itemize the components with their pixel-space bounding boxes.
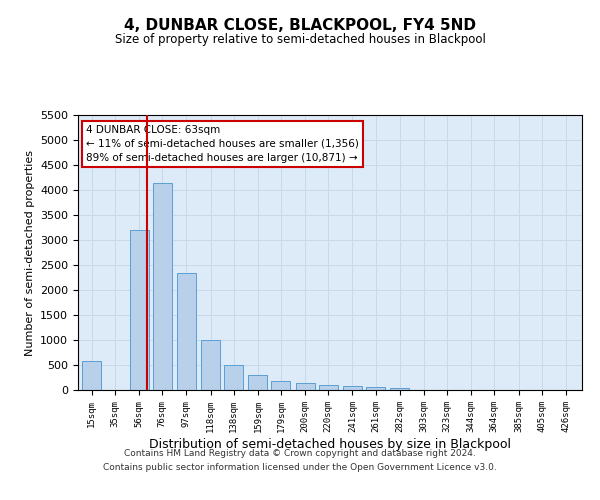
Text: 4 DUNBAR CLOSE: 63sqm
← 11% of semi-detached houses are smaller (1,356)
89% of s: 4 DUNBAR CLOSE: 63sqm ← 11% of semi-deta… (86, 125, 359, 163)
Bar (130, 230, 149, 390)
Y-axis label: Number of semi-detached properties: Number of semi-detached properties (25, 150, 35, 356)
Text: 4, DUNBAR CLOSE, BLACKPOOL, FY4 5ND: 4, DUNBAR CLOSE, BLACKPOOL, FY4 5ND (124, 18, 476, 32)
Bar (248, 375, 268, 390)
Text: Contains HM Land Registry data © Crown copyright and database right 2024.: Contains HM Land Registry data © Crown c… (124, 448, 476, 458)
Text: Size of property relative to semi-detached houses in Blackpool: Size of property relative to semi-detach… (115, 32, 485, 46)
Bar (271, 381, 290, 390)
Bar (152, 182, 172, 390)
Bar (224, 365, 243, 390)
Bar (390, 388, 409, 390)
X-axis label: Distribution of semi-detached houses by size in Blackpool: Distribution of semi-detached houses by … (149, 438, 511, 450)
Bar (201, 340, 220, 390)
Bar (177, 272, 196, 390)
Bar (296, 383, 315, 390)
Bar (343, 386, 362, 390)
Text: Contains public sector information licensed under the Open Government Licence v3: Contains public sector information licen… (103, 464, 497, 472)
Bar (82, 361, 101, 390)
Bar (366, 387, 385, 390)
Bar (319, 384, 338, 390)
